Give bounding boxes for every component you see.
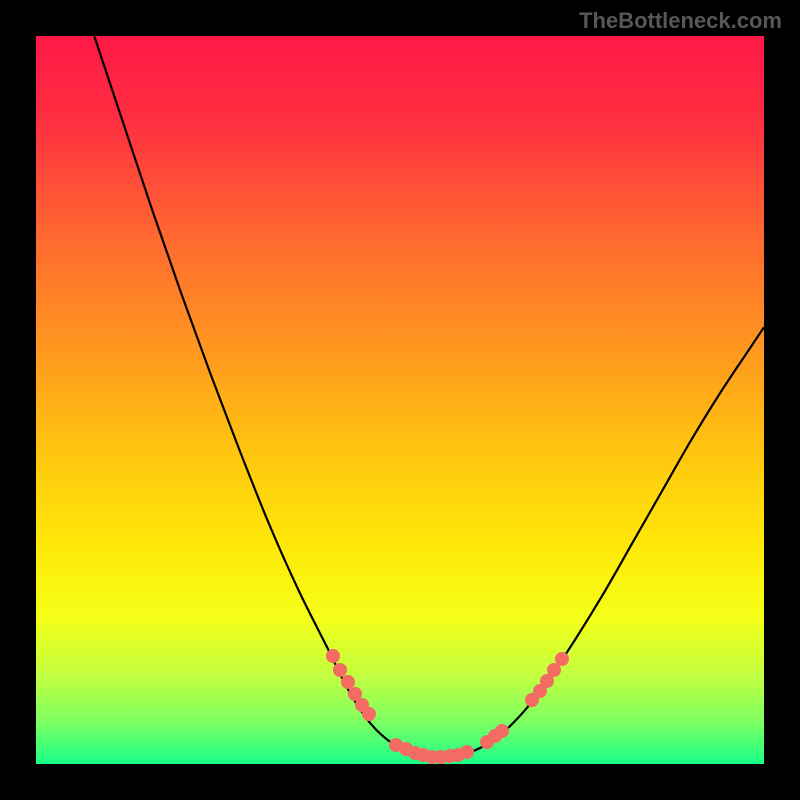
data-marker: [362, 707, 376, 721]
plot-area: [36, 36, 764, 764]
data-marker: [495, 724, 509, 738]
bottleneck-curve: [36, 36, 764, 764]
watermark-text: TheBottleneck.com: [579, 8, 782, 34]
data-marker: [555, 652, 569, 666]
data-marker: [460, 745, 474, 759]
data-marker: [326, 649, 340, 663]
